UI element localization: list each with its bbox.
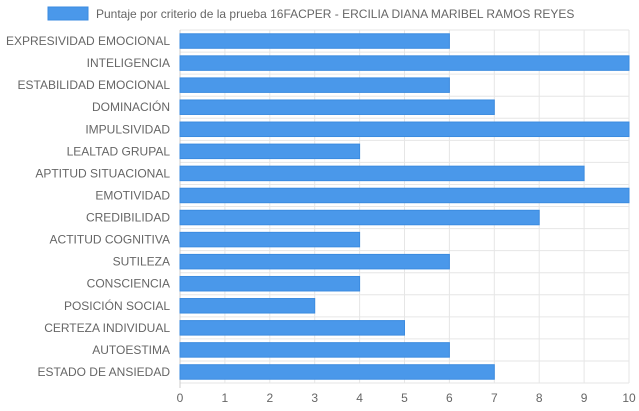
bar-12[interactable]	[179, 298, 316, 314]
bar-11[interactable]	[179, 275, 361, 292]
category-label: IMPULSIVIDAD	[85, 122, 170, 136]
category-label: AUTOESTIMA	[92, 343, 170, 357]
category-label: ESTADO DE ANSIEDAD	[38, 365, 171, 379]
x-tick-label: 0	[177, 391, 184, 405]
category-label: SUTILEZA	[113, 255, 170, 269]
x-tick-label: 3	[311, 391, 318, 405]
x-tick-label: 2	[266, 391, 273, 405]
legend-label: Puntaje por criterio de la prueba 16FACP…	[96, 7, 574, 21]
bars	[179, 33, 630, 380]
bar-15[interactable]	[179, 364, 495, 380]
bar-0[interactable]	[179, 33, 450, 49]
x-tick-label: 5	[401, 391, 408, 405]
bar-2[interactable]	[179, 77, 450, 93]
x-tick-label: 8	[536, 391, 543, 405]
bar-6[interactable]	[179, 165, 585, 182]
bar-14[interactable]	[179, 342, 450, 358]
x-tick-label: 10	[622, 391, 636, 405]
category-labels: EXPRESIVIDAD EMOCIONAL INTELIGENCIA ESTABI…	[6, 34, 170, 379]
x-tick-label: 9	[581, 391, 588, 405]
bar-8[interactable]	[179, 209, 540, 226]
bar-7[interactable]	[179, 187, 630, 204]
category-label: DOMINACIÓN	[92, 99, 170, 114]
bar-5[interactable]	[179, 143, 361, 160]
bar-9[interactable]	[179, 231, 361, 248]
x-tick-labels: 0 1 2 3 4 5 6 7 8 9 10	[177, 391, 636, 405]
category-label: INTELIGENCIA	[87, 56, 170, 70]
bar-13[interactable]	[179, 320, 405, 336]
category-label: CREDIBILIDAD	[86, 211, 170, 225]
bar-3[interactable]	[179, 99, 495, 115]
bar-10[interactable]	[179, 253, 450, 270]
x-tick-label: 7	[491, 391, 498, 405]
x-tick-label: 4	[356, 391, 363, 405]
legend-swatch	[47, 6, 89, 21]
category-label: CERTEZA INDIVIDUAL	[44, 321, 170, 335]
category-label: EMOTIVIDAD	[95, 188, 170, 202]
chart-legend[interactable]: Puntaje por criterio de la prueba 16FACP…	[47, 6, 574, 21]
category-label: ACTITUD COGNITIVA	[50, 233, 170, 247]
category-label: EXPRESIVIDAD EMOCIONAL	[6, 34, 170, 48]
bar-4[interactable]	[179, 121, 630, 138]
x-tick-label: 1	[222, 391, 229, 405]
category-label: APTITUD SITUACIONAL	[35, 166, 170, 180]
category-label: CONSCIENCIA	[87, 277, 170, 291]
x-tick-label: 6	[446, 391, 453, 405]
category-label: POSICIÓN SOCIAL	[64, 298, 170, 313]
category-label: LEALTAD GRUPAL	[67, 144, 171, 158]
bar-1[interactable]	[179, 55, 630, 71]
category-label: ESTABILIDAD EMOCIONAL	[18, 78, 171, 92]
